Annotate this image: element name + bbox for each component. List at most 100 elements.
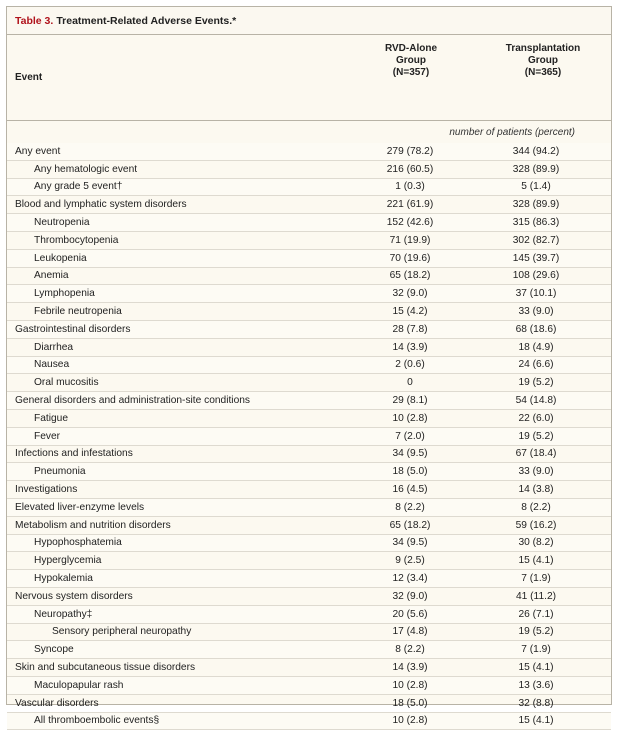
rvd-value-cell: 10 (2.8) bbox=[347, 680, 473, 691]
rvd-value-cell: 10 (2.8) bbox=[347, 413, 473, 424]
transplant-value-cell: 33 (9.0) bbox=[473, 466, 599, 477]
transplant-value-cell: 32 (8.8) bbox=[473, 698, 599, 709]
table-row: All thromboembolic events§10 (2.8)15 (4.… bbox=[7, 713, 611, 730]
rvd-column-header: RVD-Alone Group (N=357) bbox=[351, 43, 471, 79]
rvd-value-cell: 70 (19.6) bbox=[347, 253, 473, 264]
rvd-value-cell: 18 (5.0) bbox=[347, 698, 473, 709]
rvd-value-cell: 32 (9.0) bbox=[347, 591, 473, 602]
event-cell: Hypophosphatemia bbox=[7, 537, 347, 548]
rvd-value-cell: 221 (61.9) bbox=[347, 199, 473, 210]
rvd-value-cell: 7 (2.0) bbox=[347, 431, 473, 442]
transplant-value-cell: 14 (3.8) bbox=[473, 484, 599, 495]
event-cell: Syncope bbox=[7, 644, 347, 655]
transplant-value-cell: 67 (18.4) bbox=[473, 448, 599, 459]
event-cell: Febrile neutropenia bbox=[7, 306, 347, 317]
rvd-value-cell: 28 (7.8) bbox=[347, 324, 473, 335]
transplant-value-cell: 37 (10.1) bbox=[473, 288, 599, 299]
rvd-value-cell: 12 (3.4) bbox=[347, 573, 473, 584]
rvd-value-cell: 16 (4.5) bbox=[347, 484, 473, 495]
event-cell: General disorders and administration-sit… bbox=[7, 395, 347, 406]
event-cell: Diarrhea bbox=[7, 342, 347, 353]
transplant-value-cell: 328 (89.9) bbox=[473, 164, 599, 175]
table-number: Table 3. bbox=[15, 15, 53, 27]
transplant-header-line3: (N=365) bbox=[483, 67, 603, 79]
table-title: Treatment-Related Adverse Events.* bbox=[56, 15, 236, 27]
rvd-value-cell: 0 bbox=[347, 377, 473, 388]
transplant-value-cell: 5 (1.4) bbox=[473, 181, 599, 192]
transplant-value-cell: 108 (29.6) bbox=[473, 270, 599, 281]
transplant-value-cell: 26 (7.1) bbox=[473, 609, 599, 620]
event-cell: Leukopenia bbox=[7, 253, 347, 264]
event-cell: Hypokalemia bbox=[7, 573, 347, 584]
unit-label: number of patients (percent) bbox=[449, 127, 575, 138]
rvd-value-cell: 34 (9.5) bbox=[347, 448, 473, 459]
event-cell: Maculopapular rash bbox=[7, 680, 347, 691]
rvd-header-line3: (N=357) bbox=[351, 67, 471, 79]
transplant-value-cell: 30 (8.2) bbox=[473, 537, 599, 548]
transplant-value-cell: 22 (6.0) bbox=[473, 413, 599, 424]
event-cell: Nervous system disorders bbox=[7, 591, 347, 602]
transplant-value-cell: 18 (4.9) bbox=[473, 342, 599, 353]
unit-label-row: number of patients (percent) bbox=[7, 121, 611, 143]
transplant-value-cell: 59 (16.2) bbox=[473, 520, 599, 531]
rvd-value-cell: 18 (5.0) bbox=[347, 466, 473, 477]
event-cell: All thromboembolic events§ bbox=[7, 715, 347, 726]
event-cell: Any event bbox=[7, 146, 347, 157]
transplant-header-line1: Transplantation bbox=[483, 43, 603, 55]
event-cell: Pneumonia bbox=[7, 466, 347, 477]
transplant-value-cell: 19 (5.2) bbox=[473, 377, 599, 388]
event-cell: Vascular disorders bbox=[7, 698, 347, 709]
event-cell: Oral mucositis bbox=[7, 377, 347, 388]
rvd-value-cell: 10 (2.8) bbox=[347, 715, 473, 726]
event-column-header: Event bbox=[15, 72, 42, 83]
event-cell: Hyperglycemia bbox=[7, 555, 347, 566]
rvd-value-cell: 71 (19.9) bbox=[347, 235, 473, 246]
rvd-value-cell: 279 (78.2) bbox=[347, 146, 473, 157]
transplant-value-cell: 315 (86.3) bbox=[473, 217, 599, 228]
event-cell: Neuropathy‡ bbox=[7, 609, 347, 620]
event-cell: Infections and infestations bbox=[7, 448, 347, 459]
rvd-value-cell: 65 (18.2) bbox=[347, 520, 473, 531]
event-cell: Blood and lymphatic system disorders bbox=[7, 199, 347, 210]
transplant-value-cell: 19 (5.2) bbox=[473, 431, 599, 442]
transplant-value-cell: 15 (4.1) bbox=[473, 662, 599, 673]
event-cell: Fatigue bbox=[7, 413, 347, 424]
rvd-value-cell: 65 (18.2) bbox=[347, 270, 473, 281]
transplant-value-cell: 13 (3.6) bbox=[473, 680, 599, 691]
rvd-value-cell: 14 (3.9) bbox=[347, 662, 473, 673]
transplant-value-cell: 54 (14.8) bbox=[473, 395, 599, 406]
table-header: Event RVD-Alone Group (N=357) Transplant… bbox=[7, 35, 611, 121]
transplant-value-cell: 33 (9.0) bbox=[473, 306, 599, 317]
event-cell: Gastrointestinal disorders bbox=[7, 324, 347, 335]
event-cell: Elevated liver-enzyme levels bbox=[7, 502, 347, 513]
rvd-value-cell: 29 (8.1) bbox=[347, 395, 473, 406]
rvd-value-cell: 2 (0.6) bbox=[347, 359, 473, 370]
transplant-value-cell: 41 (11.2) bbox=[473, 591, 599, 602]
transplant-value-cell: 8 (2.2) bbox=[473, 502, 599, 513]
event-cell: Any grade 5 event† bbox=[7, 181, 347, 192]
transplant-value-cell: 328 (89.9) bbox=[473, 199, 599, 210]
rvd-value-cell: 152 (42.6) bbox=[347, 217, 473, 228]
transplant-value-cell: 145 (39.7) bbox=[473, 253, 599, 264]
